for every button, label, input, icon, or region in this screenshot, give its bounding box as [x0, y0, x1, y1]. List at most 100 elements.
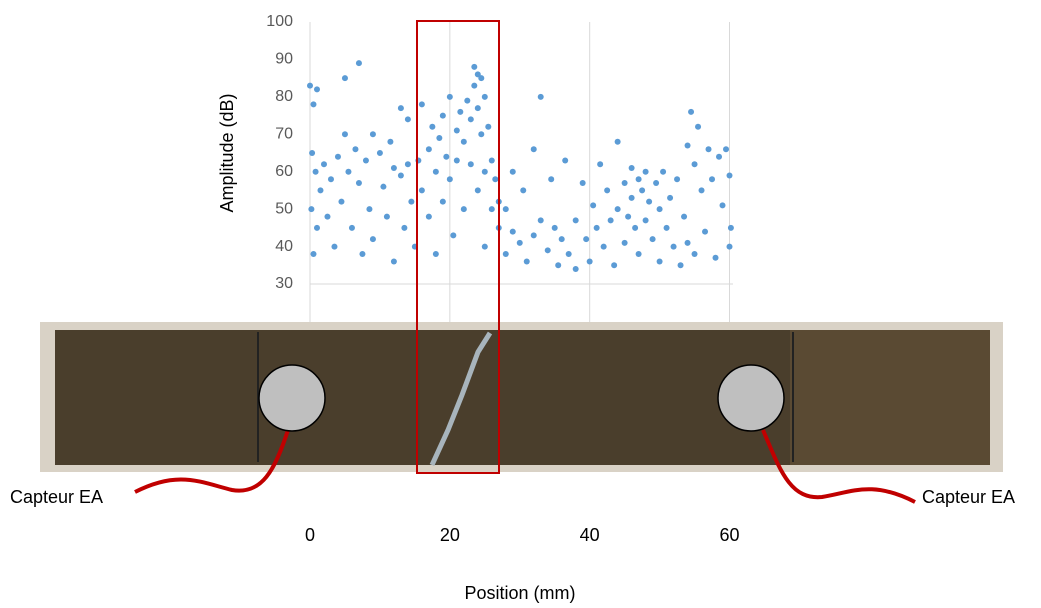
- point: [408, 198, 415, 205]
- point: [436, 135, 443, 142]
- x-tick-label: 0: [305, 525, 315, 545]
- point: [369, 236, 376, 243]
- point: [320, 161, 327, 168]
- point: [530, 232, 537, 239]
- point: [537, 217, 544, 224]
- specimen-photo: [40, 322, 1003, 504]
- point: [719, 202, 726, 209]
- point: [600, 243, 607, 250]
- point: [562, 157, 569, 164]
- point: [443, 153, 450, 160]
- highlight-box: [416, 20, 500, 474]
- point: [376, 150, 383, 156]
- x-tick-label: 60: [719, 525, 739, 545]
- point: [716, 153, 723, 160]
- point: [397, 172, 404, 179]
- sensor: [717, 364, 785, 432]
- point: [446, 93, 453, 100]
- point: [572, 217, 579, 224]
- point: [439, 198, 446, 205]
- point: [488, 157, 495, 164]
- point: [660, 168, 667, 175]
- point: [597, 161, 604, 168]
- point: [628, 164, 635, 171]
- point: [312, 168, 319, 175]
- point: [401, 224, 408, 231]
- point: [310, 101, 317, 108]
- point: [520, 187, 527, 194]
- point: [387, 138, 394, 145]
- point: [439, 112, 446, 119]
- point: [341, 75, 348, 82]
- point: [488, 206, 495, 213]
- y-tick-label: 90: [275, 51, 293, 68]
- point: [727, 224, 734, 231]
- point: [572, 266, 579, 273]
- point: [579, 179, 586, 186]
- y-tick-label: 50: [275, 200, 293, 217]
- point: [474, 187, 481, 194]
- point: [723, 146, 730, 153]
- point: [313, 86, 320, 93]
- point: [502, 251, 509, 258]
- point: [471, 82, 478, 89]
- sensor: [258, 364, 326, 432]
- point: [642, 217, 649, 224]
- point: [628, 194, 635, 201]
- point: [485, 123, 492, 130]
- y-tick-label: 70: [275, 126, 293, 143]
- point: [324, 213, 331, 220]
- point: [478, 75, 485, 82]
- point: [586, 258, 593, 265]
- point: [551, 224, 558, 231]
- point: [681, 213, 688, 220]
- point: [425, 146, 432, 153]
- point: [338, 198, 345, 205]
- point: [656, 206, 663, 213]
- point: [453, 127, 460, 134]
- point: [509, 168, 516, 175]
- point: [460, 138, 467, 145]
- point: [583, 236, 590, 243]
- point: [478, 131, 485, 138]
- point: [369, 131, 376, 138]
- point: [653, 179, 660, 186]
- point: [691, 251, 698, 258]
- point: [348, 224, 355, 231]
- point: [307, 82, 313, 89]
- point: [345, 168, 352, 175]
- point: [698, 187, 705, 194]
- point: [656, 258, 663, 265]
- point: [450, 232, 457, 239]
- point: [390, 258, 397, 265]
- point: [649, 236, 656, 243]
- point: [418, 187, 425, 194]
- x-tick-label: 20: [440, 525, 460, 545]
- point: [310, 251, 317, 258]
- point: [355, 60, 362, 67]
- point: [726, 172, 733, 179]
- point: [621, 179, 628, 186]
- x-axis-title: Position (mm): [464, 583, 575, 603]
- point: [309, 150, 316, 156]
- point: [464, 97, 471, 104]
- point: [432, 251, 439, 258]
- point: [702, 228, 709, 235]
- point: [674, 176, 681, 183]
- point: [635, 176, 642, 183]
- point: [397, 105, 404, 112]
- point: [467, 116, 474, 123]
- point: [712, 254, 719, 261]
- sensor-label: Capteur EA: [10, 487, 103, 507]
- point: [530, 146, 537, 153]
- point: [467, 161, 474, 168]
- point: [366, 206, 373, 213]
- point: [327, 176, 334, 183]
- point: [691, 161, 698, 168]
- point: [565, 251, 572, 258]
- point: [317, 187, 324, 194]
- point: [453, 157, 460, 164]
- point: [457, 108, 464, 115]
- point: [313, 224, 320, 231]
- point: [432, 168, 439, 175]
